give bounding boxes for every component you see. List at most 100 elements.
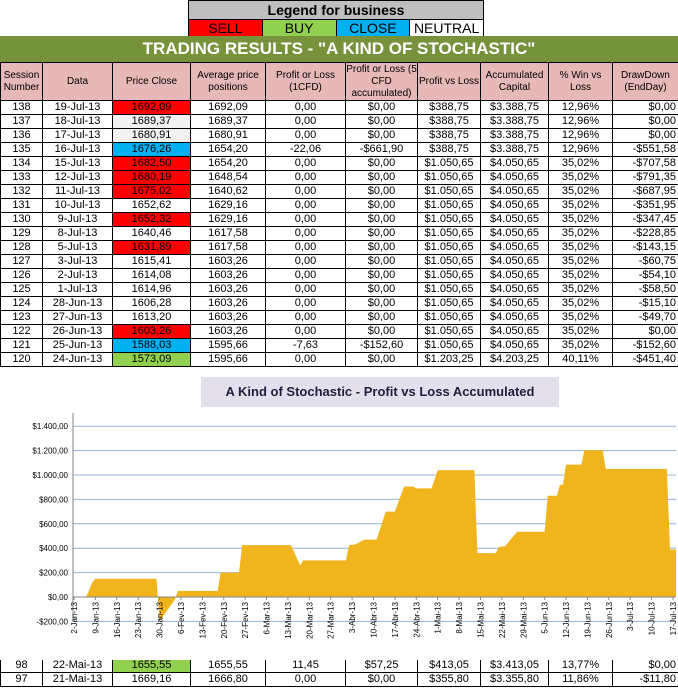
table-cell: 1629,16 <box>190 212 266 227</box>
table-cell: 19-Jul-13 <box>42 100 113 115</box>
table-cell: $1.050,65 <box>417 226 481 241</box>
table-row: 122 26-Jun-13 1603,26 1603,26 0,00 $0,00 $1.05… <box>0 324 678 339</box>
table-cell: 0,00 <box>265 170 346 185</box>
table-cell: 35,02% <box>548 268 613 283</box>
table-cell: -$661,90 <box>345 142 418 157</box>
table-cell: $1.050,65 <box>417 282 481 297</box>
table-cell: $0,00 <box>345 114 418 129</box>
column-header: Accumulated Capital <box>480 62 549 101</box>
column-header: Data <box>42 62 113 101</box>
table-row: 131 10-Jul-13 1652,62 1629,16 0,00 $0,00 $1.05… <box>0 198 678 213</box>
table-cell: 35,02% <box>548 338 613 353</box>
table-cell: 35,02% <box>548 170 613 185</box>
y-tick-label: $200,00 <box>39 569 68 578</box>
table-row: 129 8-Jul-13 1640,46 1617,58 0,00 $0,00 $1.050… <box>0 226 678 241</box>
table-cell: 1603,26 <box>190 268 266 283</box>
table-cell: $0,00 <box>345 352 418 367</box>
table-cell: $4.050,65 <box>480 156 549 171</box>
table-cell: 131 <box>0 198 43 213</box>
x-tick-label: 20-Mar-13 <box>305 601 314 638</box>
table-cell: $1.050,65 <box>417 184 481 199</box>
table-cell: $0,00 <box>345 282 418 297</box>
table-cell: 1614,96 <box>112 282 191 297</box>
table-cell: -$54,10 <box>612 268 678 283</box>
table-row: 120 24-Jun-13 1573,09 1595,66 0,00 $0,00 $1.20… <box>0 352 678 367</box>
table-cell: 1652,62 <box>112 198 191 213</box>
table-cell: 35,02% <box>548 226 613 241</box>
table-cell: 1617,58 <box>190 240 266 255</box>
table-cell: 11,86% <box>548 672 613 687</box>
table-cell: $0,00 <box>345 184 418 199</box>
table-cell: 1-Jul-13 <box>42 282 113 297</box>
legend-neutral: NEUTRAL <box>410 20 483 37</box>
table-cell: $4.050,65 <box>480 212 549 227</box>
table-cell: -$791,35 <box>612 170 678 185</box>
table-cell: 0,00 <box>265 324 346 339</box>
table-cell: -$687,95 <box>612 184 678 199</box>
table-row: 135 16-Jul-13 1676,26 1654,20 -22,06 -$661,90… <box>0 142 678 157</box>
table-cell: 138 <box>0 100 43 115</box>
table-cell: $0,00 <box>345 324 418 339</box>
table-cell: $0,00 <box>345 170 418 185</box>
table-row: 127 3-Jul-13 1615,41 1603,26 0,00 $0,00 $1.050… <box>0 254 678 269</box>
table-cell: $3.388,75 <box>480 114 549 129</box>
table-cell: 0,00 <box>265 184 346 199</box>
table-cell: 1603,26 <box>190 310 266 325</box>
table-cell: 127 <box>0 254 43 269</box>
table-row: 97 21-Mai-13 1669,16 1666,80 0,00 $0,00 $355,8… <box>0 672 678 687</box>
table-cell: -$228,85 <box>612 226 678 241</box>
table-cell: -$58,50 <box>612 282 678 297</box>
chart-title: A Kind of Stochastic - Profit vs Loss Ac… <box>201 377 559 407</box>
table-cell: 35,02% <box>548 156 613 171</box>
table-cell: $0,00 <box>345 198 418 213</box>
table-cell: $1.050,65 <box>417 324 481 339</box>
table-cell: $3.388,75 <box>480 142 549 157</box>
table-cell: 12-Jul-13 <box>42 170 113 185</box>
table-cell: -$152,60 <box>612 338 678 353</box>
x-tick-label: 3-Jul-13 <box>626 601 635 630</box>
table-cell: $3.388,75 <box>480 128 549 143</box>
table-cell: $0,00 <box>612 128 678 143</box>
table-cell: $1.050,65 <box>417 212 481 227</box>
table-cell: 126 <box>0 268 43 283</box>
table-cell: 1603,26 <box>112 324 191 339</box>
table-cell: $3.388,75 <box>480 100 549 115</box>
table-cell: 1640,46 <box>112 226 191 241</box>
table-cell: 0,00 <box>265 156 346 171</box>
table-cell: 5-Jul-13 <box>42 240 113 255</box>
table-cell: 0,00 <box>265 310 346 325</box>
x-tick-label: 22-Mai-13 <box>498 601 507 638</box>
table-cell: 15-Jul-13 <box>42 156 113 171</box>
table-cell: 1655,55 <box>112 658 191 673</box>
table-cell: 1603,26 <box>190 324 266 339</box>
table-cell: 1573,09 <box>112 352 191 367</box>
table-cell: $413,05 <box>417 658 481 673</box>
table-cell: 1606,28 <box>112 296 191 311</box>
table-cell: 1692,09 <box>190 100 266 115</box>
table-cell: 1675,02 <box>112 184 191 199</box>
x-tick-label: 8-Mai-13 <box>455 601 464 633</box>
table-cell: 8-Jul-13 <box>42 226 113 241</box>
column-header: Profit or Loss (1CFD) <box>265 62 346 101</box>
legend-items: SELL BUY CLOSE NEUTRAL <box>189 20 483 37</box>
column-header: Profit vs Loss <box>417 62 481 101</box>
table-cell: 0,00 <box>265 352 346 367</box>
table-cell: 1595,66 <box>190 338 266 353</box>
page-title: TRADING RESULTS - "A KIND OF STOCHASTIC" <box>0 36 678 62</box>
table-cell: 1603,26 <box>190 282 266 297</box>
table-cell: 35,02% <box>548 198 613 213</box>
table-cell: $1.050,65 <box>417 254 481 269</box>
y-tick-label: $400,00 <box>39 544 68 553</box>
table-cell: 0,00 <box>265 114 346 129</box>
table-cell: 1640,62 <box>190 184 266 199</box>
table-cell: 0,00 <box>265 282 346 297</box>
legend-buy: BUY <box>262 20 337 37</box>
column-header: Average price positions <box>190 62 266 101</box>
table-cell: $57,25 <box>345 658 418 673</box>
table-cell: 1689,37 <box>112 114 191 129</box>
table-cell: $4.050,65 <box>480 184 549 199</box>
table-cell: 21-Mai-13 <box>42 672 113 687</box>
table-cell: 1654,20 <box>190 142 266 157</box>
table-cell: $0,00 <box>345 672 418 687</box>
table-cell: $4.050,65 <box>480 324 549 339</box>
